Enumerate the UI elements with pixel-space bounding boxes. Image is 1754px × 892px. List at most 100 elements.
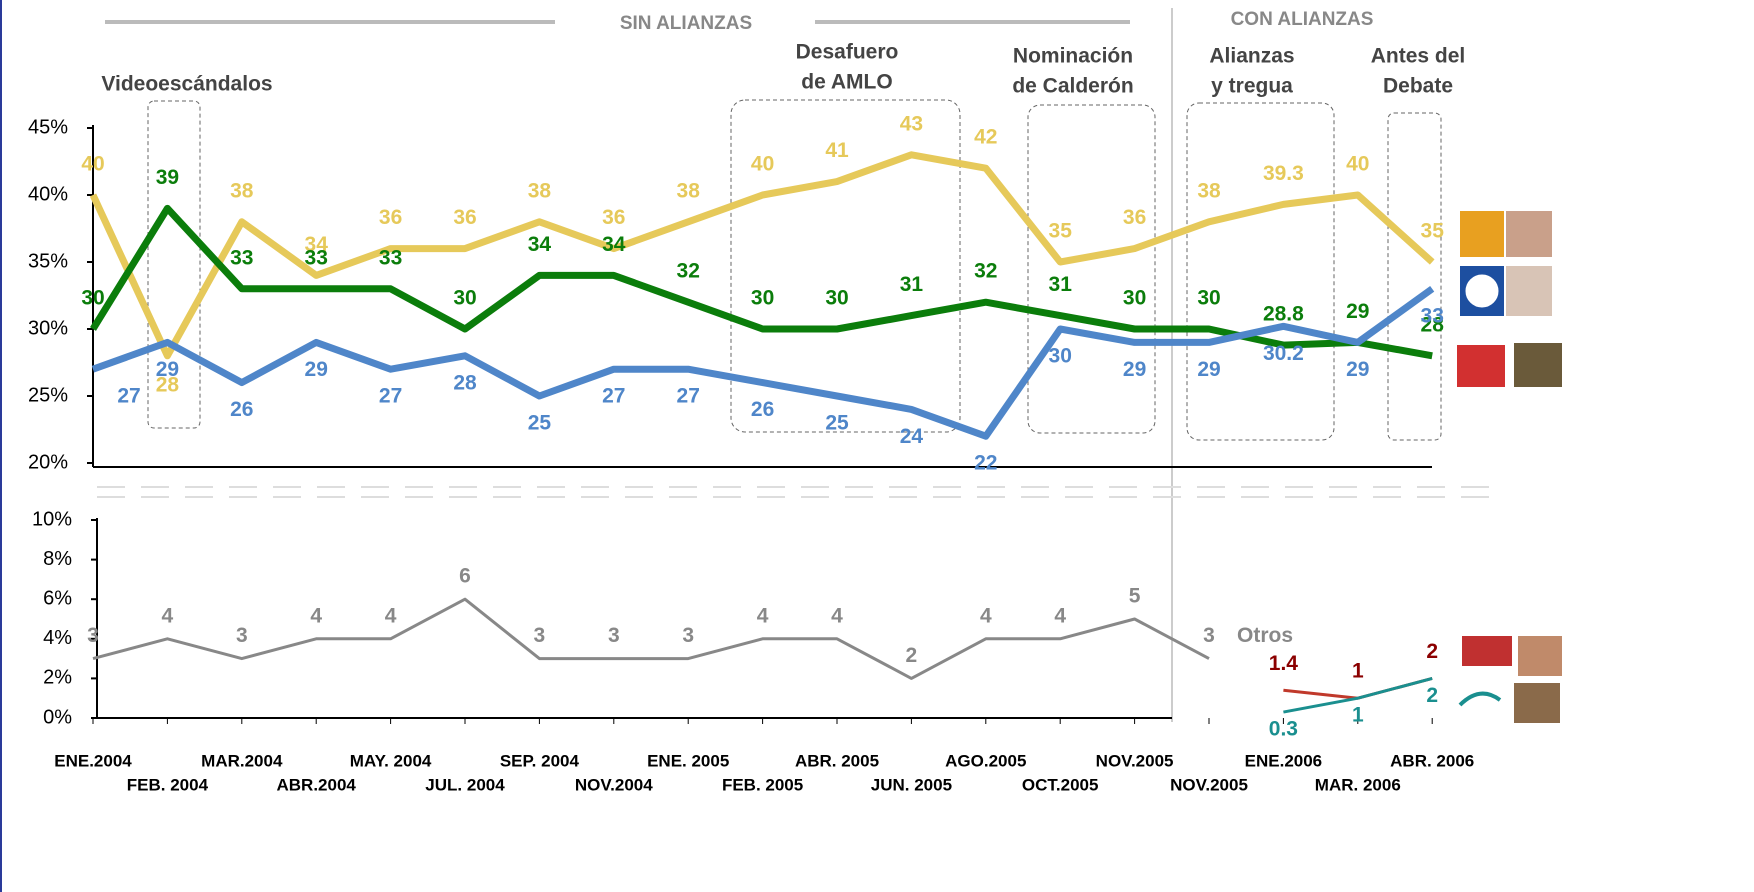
- value-label: 24: [900, 425, 924, 448]
- section-label: SIN ALIANZAS: [620, 13, 752, 34]
- logo: [1462, 636, 1512, 666]
- value-label: 6: [459, 565, 471, 588]
- value-label: 2: [1426, 640, 1438, 663]
- x-tick-label: SEP. 2004: [500, 751, 580, 770]
- logo: [1457, 345, 1505, 387]
- logo: [1460, 211, 1504, 257]
- y-tick-label: 20%: [28, 451, 68, 473]
- value-label: 1: [1352, 660, 1364, 683]
- y-tick-label: 10%: [32, 508, 72, 530]
- x-tick-label: AGO.2005: [945, 751, 1026, 770]
- series-name: Otros: [1237, 624, 1293, 647]
- x-tick-label: FEB. 2004: [127, 775, 209, 794]
- value-label: 39: [156, 166, 179, 189]
- value-label: 43: [900, 112, 923, 135]
- value-label: 29: [1346, 300, 1369, 323]
- value-label: 30: [751, 287, 774, 310]
- y-tick-label: 2%: [43, 667, 72, 689]
- value-label: 3: [87, 624, 99, 647]
- value-label: 5: [1129, 585, 1141, 608]
- value-label: 34: [528, 233, 552, 256]
- value-label: 39.3: [1263, 162, 1304, 185]
- value-label: 3: [534, 624, 546, 647]
- value-label: 27: [379, 385, 402, 408]
- value-label: 1: [1352, 704, 1364, 727]
- value-label: 42: [974, 126, 997, 149]
- logo: [1460, 694, 1500, 705]
- value-label: 2: [906, 644, 918, 667]
- x-tick-label: MAR.2004: [201, 751, 283, 770]
- photo: [1514, 683, 1560, 723]
- value-label: 33: [305, 246, 328, 269]
- x-tick-label: ABR.2004: [277, 775, 357, 794]
- annotation: de AMLO: [801, 71, 892, 94]
- annotation: Antes del: [1371, 45, 1466, 68]
- value-label: 26: [230, 398, 253, 421]
- x-tick-label: NOV.2005: [1170, 775, 1248, 794]
- x-tick-label: NOV.2005: [1096, 751, 1174, 770]
- value-label: 35: [1049, 220, 1073, 243]
- period-box: [1187, 103, 1334, 440]
- value-label: 4: [310, 604, 322, 627]
- value-label: 30: [453, 287, 476, 310]
- logo: [1464, 273, 1500, 309]
- value-label: 31: [1049, 273, 1073, 296]
- value-label: 38: [528, 179, 552, 202]
- y-tick-label: 40%: [28, 183, 68, 205]
- value-label: 40: [1346, 153, 1369, 176]
- annotation: Nominación: [1013, 45, 1133, 68]
- annotation: y tregua: [1211, 75, 1293, 98]
- y-tick-label: 30%: [28, 317, 68, 339]
- y-tick-label: 45%: [28, 116, 68, 138]
- period-box: [1388, 113, 1441, 440]
- x-tick-label: ENE. 2005: [647, 751, 729, 770]
- x-tick-label: FEB. 2005: [722, 775, 803, 794]
- y-tick-label: 35%: [28, 250, 68, 272]
- period-box: [1028, 105, 1155, 433]
- value-label: 4: [162, 604, 174, 627]
- value-label: 41: [825, 139, 849, 162]
- annotation: Desafuero: [796, 41, 899, 64]
- break-lines: [97, 487, 1500, 497]
- value-label: 40: [81, 153, 104, 176]
- x-tick-label: MAR. 2006: [1315, 775, 1401, 794]
- value-label: 26: [751, 398, 774, 421]
- value-label: 36: [1123, 206, 1146, 229]
- value-label: 30: [825, 287, 848, 310]
- annotation: Videoescándalos: [101, 73, 272, 96]
- x-tick-label: ABR. 2005: [795, 751, 879, 770]
- x-tick-label: ENE.2004: [54, 751, 132, 770]
- value-label: 33: [379, 246, 402, 269]
- value-label: 29: [1197, 358, 1220, 381]
- series-line: [93, 599, 1209, 678]
- x-tick-label: JUN. 2005: [871, 775, 952, 794]
- value-label: 28: [453, 371, 477, 394]
- value-label: 27: [602, 385, 625, 408]
- value-label: 25: [528, 412, 552, 435]
- value-label: 29: [305, 358, 328, 381]
- x-tick-label: OCT.2005: [1022, 775, 1099, 794]
- value-label: 30: [1197, 287, 1220, 310]
- y-tick-label: 8%: [43, 548, 72, 570]
- value-label: 4: [831, 604, 843, 627]
- value-label: 30: [1123, 287, 1146, 310]
- value-label: 4: [980, 604, 992, 627]
- logos: [1457, 211, 1562, 723]
- value-label: 36: [453, 206, 476, 229]
- value-label: 31: [900, 273, 924, 296]
- x-tick-label: MAY. 2004: [350, 751, 432, 770]
- value-label: 0.3: [1269, 718, 1298, 741]
- value-label: 1.4: [1269, 652, 1299, 675]
- value-label: 32: [974, 260, 997, 283]
- y-tick-label: 0%: [43, 706, 72, 728]
- chart: SIN ALIANZASCON ALIANZASVideoescándalosD…: [0, 0, 1754, 892]
- value-label: 40: [751, 153, 774, 176]
- x-tick-label: NOV.2004: [575, 775, 653, 794]
- y-tick-label: 25%: [28, 384, 68, 406]
- series-line: [93, 208, 1432, 355]
- value-label: 27: [117, 385, 140, 408]
- photo: [1506, 266, 1552, 316]
- value-label: 3: [1203, 624, 1215, 647]
- value-label: 32: [677, 260, 700, 283]
- value-label: 28.8: [1263, 303, 1304, 326]
